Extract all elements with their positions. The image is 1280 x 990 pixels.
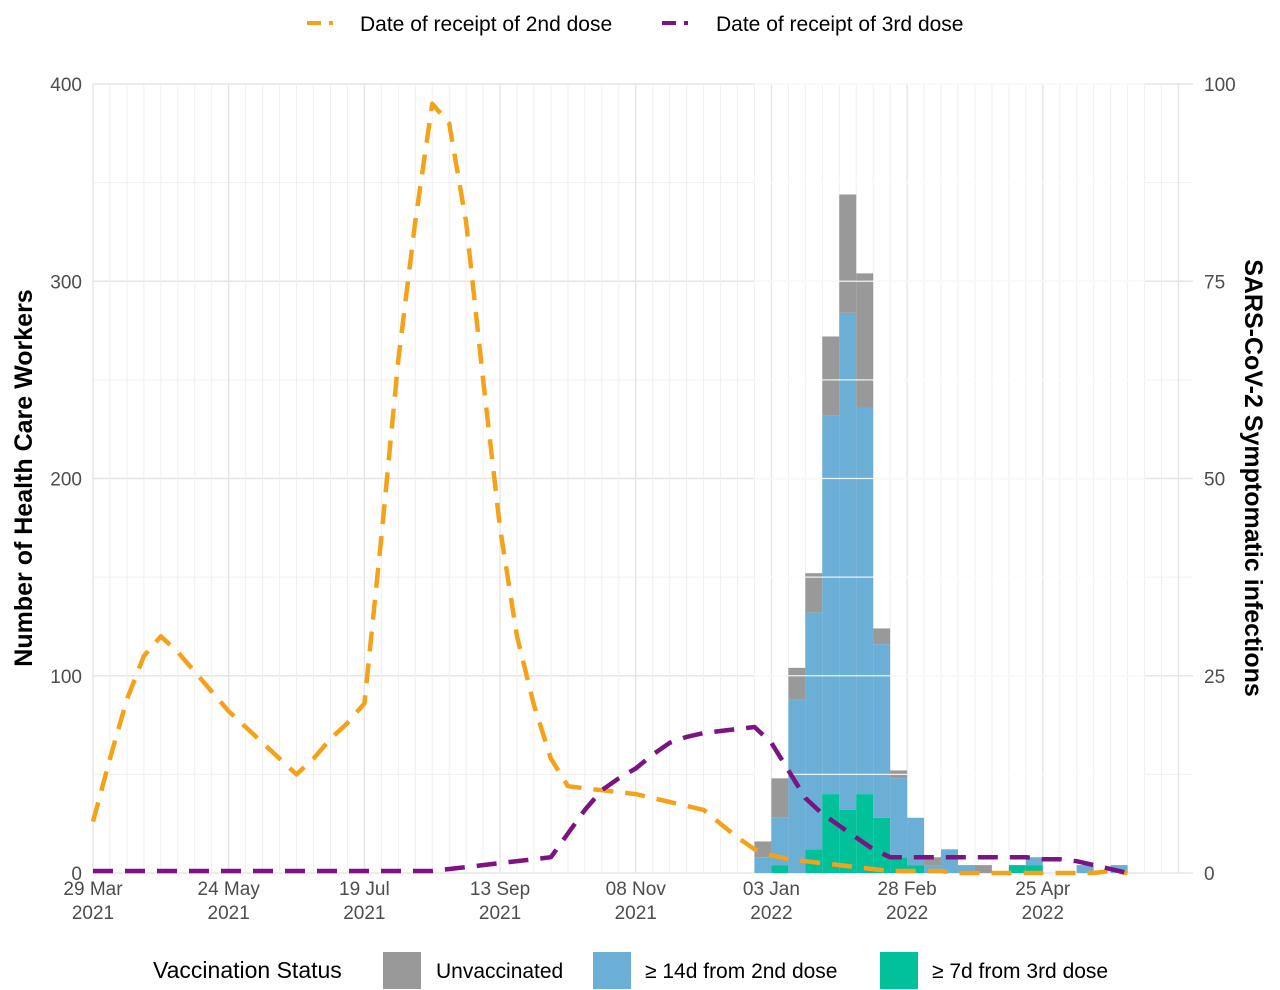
y-axis-left-title: Number of Health Care Workers — [10, 289, 38, 666]
legend-swatch-unvaccinated — [383, 952, 421, 989]
bar-segment-2nd-dose — [771, 817, 789, 866]
x-tick-label-year: 2021 — [208, 903, 250, 924]
bar-segment-3rd-dose — [822, 794, 840, 873]
x-tick-label: 19 Jul — [339, 879, 390, 900]
y-left-tick-label: 200 — [50, 470, 82, 491]
y-left-tick-label: 300 — [50, 272, 82, 293]
x-tick-label: 28 Feb — [878, 879, 937, 900]
bar-segment-unvaccinated — [839, 194, 857, 313]
bar-segment-unvaccinated — [924, 857, 942, 866]
bar-segment-2nd-dose — [873, 644, 891, 818]
bar-segment-unvaccinated — [788, 667, 806, 700]
bar-segment-3rd-dose — [856, 794, 874, 873]
bar-segment-unvaccinated — [856, 273, 874, 408]
y-right-tick-label: 50 — [1204, 470, 1225, 491]
y-left-tick-label: 0 — [71, 864, 82, 885]
legend-label-2nd-dose: Date of receipt of 2nd dose — [360, 13, 612, 36]
x-tick-label-year: 2022 — [750, 903, 792, 924]
bar-segment-2nd-dose — [839, 312, 857, 810]
bar-segment-unvaccinated — [873, 628, 891, 645]
x-tick-label-year: 2021 — [343, 903, 385, 924]
x-tick-label: 08 Nov — [606, 879, 667, 900]
bar-segment-3rd-dose — [873, 817, 891, 873]
bar-segment-unvaccinated — [771, 778, 789, 818]
line-3rd-dose — [93, 724, 1129, 876]
legend-bottom-title: Vaccination Status — [153, 957, 342, 983]
bar-segment-2nd-dose — [957, 865, 975, 873]
bar-segment-2nd-dose — [754, 857, 772, 873]
bar-segment-2nd-dose — [1076, 865, 1094, 873]
x-tick-label: 29 Mar — [63, 879, 123, 900]
bar-segment-unvaccinated — [754, 841, 772, 858]
x-tick-label-year: 2022 — [1022, 903, 1064, 924]
x-tick-label-year: 2021 — [479, 903, 521, 924]
bar-segment-2nd-dose — [907, 817, 925, 866]
legend-swatch-3rd-dose — [880, 952, 918, 989]
x-tick-label: 13 Sep — [470, 879, 530, 900]
legend-label-3rd-dose-status: ≥ 7d from 3rd dose — [932, 960, 1108, 983]
x-tick-label: 25 Apr — [1015, 879, 1071, 900]
y-axis-right-title: SARS-CoV-2 Symptomatic infections — [1239, 259, 1267, 697]
legend-top: Date of receipt of 2nd dose Date of rece… — [307, 13, 963, 36]
legend-label-2nd-dose-status: ≥ 14d from 2nd dose — [645, 960, 837, 983]
bar-segment-unvaccinated — [974, 865, 992, 873]
y-axis-left: 0 100 200 300 400 — [50, 75, 82, 885]
legend-label-unvaccinated: Unvaccinated — [436, 960, 563, 983]
bar-segment-2nd-dose — [822, 415, 840, 795]
bar-segment-2nd-dose — [1025, 857, 1043, 866]
x-tick-label: 24 May — [198, 879, 261, 900]
bar-segment-3rd-dose — [1008, 865, 1026, 873]
y-right-tick-label: 0 — [1204, 864, 1215, 885]
bar-segment-2nd-dose — [890, 778, 908, 858]
legend-swatch-2nd-dose — [593, 952, 631, 989]
x-tick-label: 03 Jan — [743, 879, 800, 900]
x-tick-label-year: 2022 — [886, 903, 928, 924]
y-left-tick-label: 100 — [50, 667, 82, 688]
lines — [90, 101, 1129, 876]
y-left-tick-label: 400 — [50, 75, 82, 96]
bar-segment-3rd-dose — [1025, 865, 1043, 873]
x-axis: 29 Mar 2021 24 May 2021 19 Jul 2021 13 Sep 2021… — [63, 879, 1070, 924]
bar-segment-unvaccinated — [805, 573, 823, 613]
y-axis-right: 0 25 50 75 100 — [1204, 75, 1236, 885]
y-right-tick-label: 25 — [1204, 667, 1225, 688]
bar-segment-2nd-dose — [856, 407, 874, 795]
bar-segment-3rd-dose — [839, 809, 857, 873]
bar-segment-2nd-dose — [805, 612, 823, 850]
x-tick-label-year: 2021 — [72, 903, 114, 924]
legend-bottom: Vaccination Status Unvaccinated ≥ 14d fr… — [153, 952, 1108, 989]
legend-label-3rd-dose: Date of receipt of 3rd dose — [716, 13, 963, 36]
line-2nd-dose — [90, 101, 1128, 876]
bar-segment-unvaccinated — [822, 336, 840, 416]
x-tick-label-year: 2021 — [615, 903, 657, 924]
bars — [754, 83, 1145, 873]
y-right-tick-label: 100 — [1204, 75, 1236, 96]
y-right-tick-label: 75 — [1204, 272, 1225, 293]
bar-segment-3rd-dose — [771, 865, 789, 873]
